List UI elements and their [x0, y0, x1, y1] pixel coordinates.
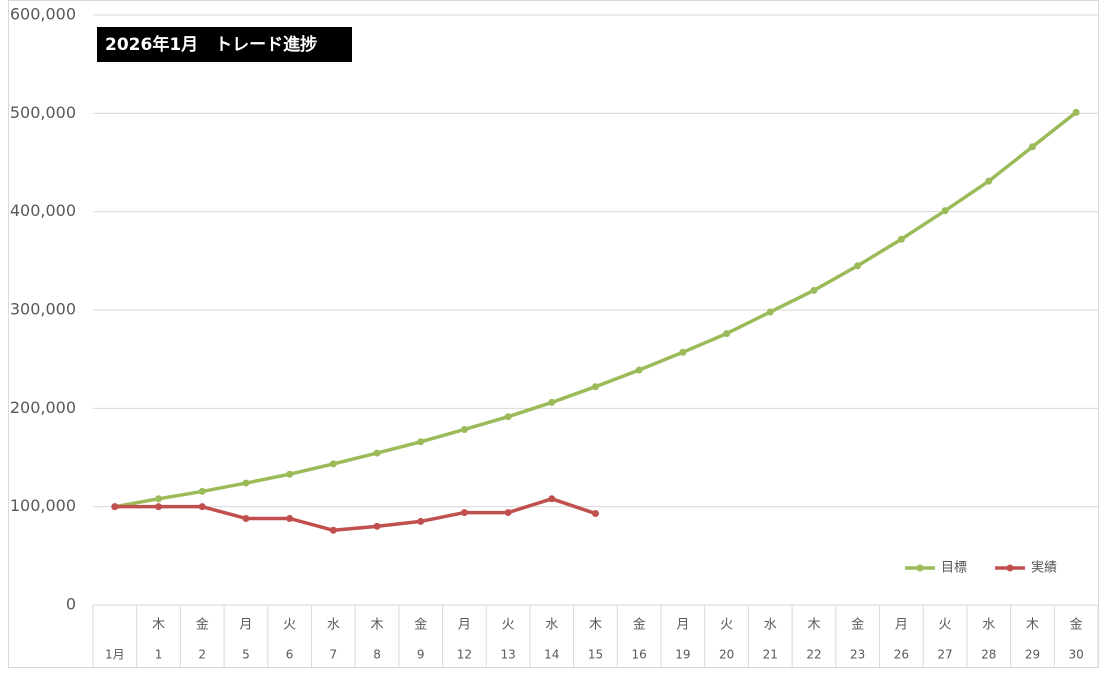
- x-tick-label: 16: [632, 648, 647, 662]
- point: [242, 479, 250, 487]
- point: [941, 207, 949, 215]
- point: [723, 330, 731, 338]
- weekday-label: 金: [633, 617, 646, 633]
- x-tick-label: 29: [1025, 648, 1040, 662]
- x-tick-label: 7: [330, 648, 338, 662]
- y-tick-label: 400,000: [10, 201, 76, 220]
- point: [155, 495, 163, 503]
- point: [810, 286, 818, 294]
- point: [854, 262, 862, 270]
- x-tick-label: 19: [675, 648, 690, 662]
- point: [198, 503, 206, 511]
- legend-label: 実績: [1031, 560, 1057, 576]
- point: [373, 522, 381, 530]
- weekday-label: 木: [589, 618, 602, 633]
- y-tick-label: 100,000: [10, 496, 76, 515]
- x-tick-label: 12: [457, 648, 472, 662]
- x-tick-label: 28: [981, 648, 996, 662]
- weekday-label: 水: [982, 618, 995, 633]
- x-tick-label: 26: [894, 648, 909, 662]
- weekday-label: 金: [196, 617, 209, 633]
- title-box: [97, 27, 352, 62]
- legend-marker: [1006, 564, 1014, 572]
- weekday-label: 月: [458, 618, 471, 633]
- point: [766, 308, 774, 316]
- point: [548, 398, 556, 406]
- chart-border: [8, 0, 1099, 668]
- x-tick-label: 5: [242, 648, 250, 662]
- point: [548, 495, 556, 503]
- x-tick-label: 27: [937, 648, 952, 662]
- point: [592, 383, 599, 391]
- x-tick-label: 30: [1069, 648, 1084, 662]
- weekday-label: 火: [939, 618, 952, 633]
- weekday-label: 木: [152, 618, 165, 633]
- point: [286, 514, 294, 522]
- point: [460, 425, 468, 433]
- point: [198, 487, 206, 495]
- x-tick-label: 23: [850, 648, 865, 662]
- series-line: [114, 497, 597, 533]
- weekday-label: 木: [371, 618, 384, 633]
- weekday-label: 水: [545, 618, 558, 633]
- x-tick-label: 1: [155, 648, 163, 662]
- x-tick-label: 6: [286, 648, 294, 662]
- point: [1072, 108, 1080, 116]
- point: [373, 449, 381, 457]
- x-tick-label: 14: [544, 648, 559, 662]
- x-tick-label: 15: [588, 648, 603, 662]
- weekday-label: 火: [502, 618, 515, 633]
- x-tick-label: 2: [198, 648, 206, 662]
- y-tick-label: 200,000: [10, 398, 76, 417]
- weekday-label: 金: [1070, 617, 1083, 633]
- weekday-label: 月: [895, 618, 908, 633]
- point: [286, 470, 294, 478]
- weekday-label: 火: [283, 618, 296, 633]
- point: [985, 177, 993, 185]
- y-tick-label: 300,000: [10, 300, 76, 319]
- weekday-label: 火: [720, 618, 733, 633]
- x-tick-label: 1月: [105, 648, 125, 662]
- weekday-label: 月: [239, 618, 252, 633]
- point: [460, 509, 468, 517]
- point: [504, 413, 512, 421]
- point: [329, 526, 337, 534]
- weekday-label: 水: [764, 618, 777, 633]
- x-tick-label: 9: [417, 648, 425, 662]
- point: [242, 514, 250, 522]
- x-tick-label: 22: [806, 648, 821, 662]
- point: [592, 510, 599, 518]
- weekday-label: 金: [414, 617, 427, 633]
- point: [897, 235, 905, 243]
- point: [417, 517, 425, 525]
- x-tick-label: 20: [719, 648, 734, 662]
- weekday-label: 木: [807, 618, 820, 633]
- point: [1028, 143, 1036, 151]
- chart-title: 2026年1月 トレード進捗: [105, 34, 317, 55]
- legend-marker: [916, 564, 924, 572]
- point: [111, 503, 119, 511]
- y-tick-label: 600,000: [10, 5, 76, 24]
- point: [417, 438, 425, 446]
- weekday-label: 金: [851, 617, 864, 633]
- point: [679, 348, 687, 356]
- x-tick-label: 21: [763, 648, 778, 662]
- point: [155, 503, 163, 511]
- x-tick-label: 13: [500, 648, 515, 662]
- weekday-label: 月: [676, 618, 689, 633]
- x-tick-label: 8: [373, 648, 381, 662]
- weekday-label: 木: [1026, 618, 1039, 633]
- point: [504, 509, 512, 517]
- weekday-label: 水: [327, 618, 340, 633]
- legend-label: 目標: [941, 561, 967, 576]
- y-tick-label: 500,000: [10, 103, 76, 122]
- point: [329, 460, 337, 468]
- point: [635, 366, 643, 374]
- y-tick-label: 0: [66, 595, 76, 614]
